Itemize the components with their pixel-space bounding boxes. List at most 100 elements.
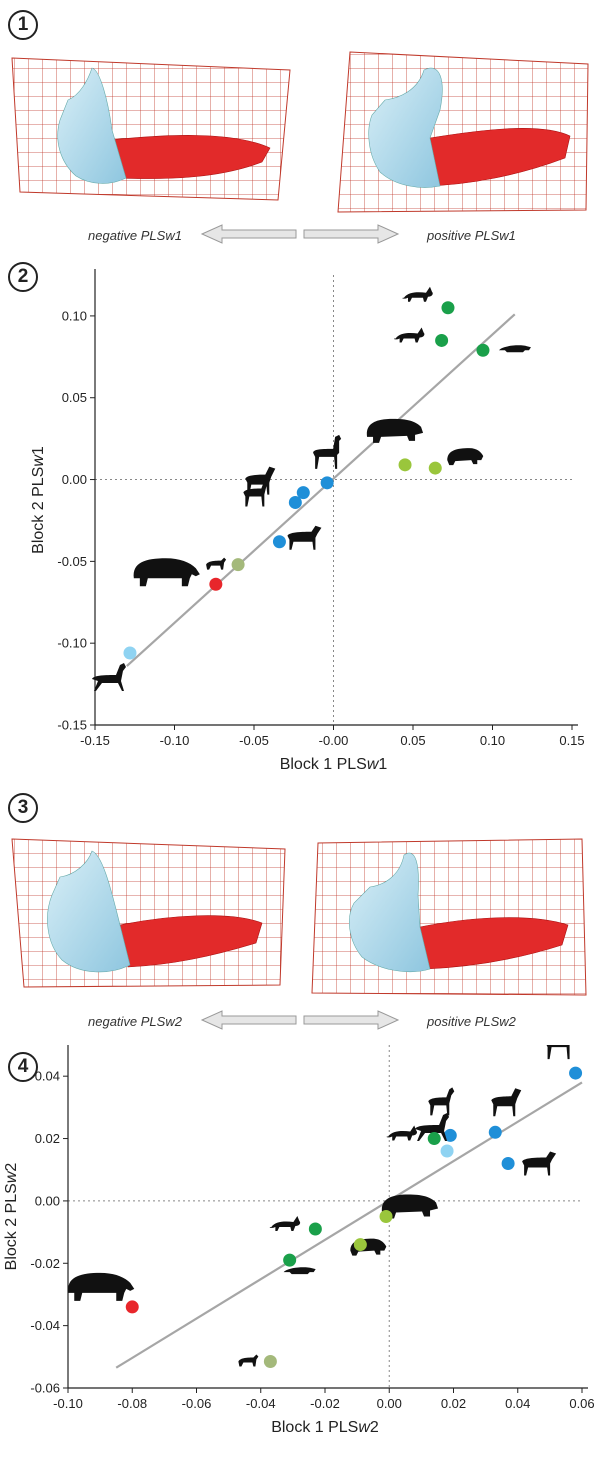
zebra-icon	[522, 1151, 557, 1176]
data-point	[441, 301, 455, 315]
data-point	[428, 461, 442, 475]
panel-number-1: 1	[8, 10, 38, 40]
x-tick-label: -0.00	[319, 733, 349, 748]
mandible-body-negative-2	[119, 915, 263, 968]
x-tick-label: 0.10	[480, 733, 505, 748]
vicuna-icon	[415, 1113, 450, 1142]
weasel-icon	[283, 1267, 316, 1275]
x-axis-label: Block 1 PLSw1	[280, 756, 388, 773]
data-point	[476, 343, 490, 357]
x-tick-label: -0.02	[310, 1396, 340, 1411]
zebra-icon	[287, 525, 322, 550]
x-tick-label: -0.05	[239, 733, 269, 748]
y-tick-label: -0.05	[57, 554, 87, 569]
data-point	[296, 486, 310, 500]
data-point	[443, 1128, 457, 1142]
mouse-deer-icon	[238, 1354, 259, 1367]
x-tick-label: -0.04	[246, 1396, 276, 1411]
data-point	[379, 1210, 393, 1223]
y-tick-label: -0.10	[57, 636, 87, 651]
panel-number-2: 2	[8, 262, 38, 292]
data-point	[440, 1144, 454, 1158]
mandible-body-positive	[424, 128, 571, 187]
y-tick-label: 0.10	[62, 308, 87, 323]
y-tick-label: 0.05	[62, 390, 87, 405]
y-tick-label: 0.00	[62, 472, 87, 487]
y-tick-label: 0.02	[35, 1131, 60, 1146]
y-tick-label: 0.04	[35, 1069, 60, 1084]
data-point	[263, 1354, 277, 1368]
regression-line	[126, 313, 516, 667]
caption-positive-pls2: positive PLSw2	[427, 1014, 516, 1029]
direction-arrows-pls1	[200, 224, 400, 244]
y-axis-label: Block 2 PLSw2	[3, 1163, 20, 1271]
scatter-chart-pls2: -0.10 -0.08 -0.06 -0.04 -0.02 0.00 0.02 0.04 0.0…	[3, 1045, 595, 1436]
mandible-ramus-positive	[368, 67, 443, 188]
x-tick-label: -0.15	[80, 733, 110, 748]
direction-arrows-pls2	[200, 1010, 400, 1030]
weasel-icon	[498, 345, 531, 353]
data-point	[125, 1300, 139, 1314]
horse-icon	[491, 1088, 522, 1117]
x-tick-label: 0.06	[569, 1396, 594, 1411]
data-point	[123, 646, 137, 660]
tapir-icon	[68, 1272, 135, 1301]
mandible-shapes-pls2	[11, 838, 587, 996]
data-point	[427, 1132, 441, 1146]
x-tick-label: -0.10	[53, 1396, 83, 1411]
x-tick-label: 0.04	[505, 1396, 530, 1411]
fox-icon	[402, 286, 433, 302]
hippo-icon	[366, 418, 424, 443]
data-point	[209, 577, 223, 591]
data-point	[488, 1125, 502, 1139]
scatter-chart-pls1: -0.15 -0.10 -0.05 -0.00 0.05 0.10 0.15 -0.15 -0.…	[30, 269, 585, 773]
horse-icon	[245, 466, 276, 495]
caption-negative-pls1: negative PLSw1	[88, 228, 182, 243]
x-tick-label: 0.05	[400, 733, 425, 748]
data-point	[320, 476, 334, 490]
x-tick-label: -0.10	[160, 733, 190, 748]
data-point	[231, 558, 245, 572]
y-tick-label: -0.15	[57, 718, 87, 733]
caption-positive-pls1: positive PLSw1	[427, 228, 516, 243]
deer-icon	[243, 478, 270, 507]
vicuna-icon	[91, 663, 126, 691]
mandible-ramus-positive-2	[349, 852, 431, 972]
hippo-icon	[381, 1194, 439, 1219]
data-point	[435, 333, 449, 347]
data-point	[353, 1238, 367, 1252]
llama-icon	[313, 434, 342, 469]
y-tick-label: 0.00	[35, 1193, 60, 1208]
fox-icon	[393, 327, 425, 343]
mandible-shapes-pls1	[11, 51, 589, 213]
fox-icon	[269, 1215, 301, 1231]
y-axis-label: Block 2 PLSw1	[30, 446, 47, 554]
data-point	[501, 1156, 515, 1170]
caption-negative-pls2: negative PLSw2	[88, 1014, 182, 1029]
data-point	[288, 495, 302, 509]
x-tick-label: 0.15	[559, 733, 584, 748]
llama-icon	[546, 1045, 570, 1060]
y-tick-label: -0.06	[30, 1381, 60, 1396]
panel-number-3: 3	[8, 793, 38, 823]
data-point	[398, 458, 412, 472]
x-tick-label: -0.08	[117, 1396, 147, 1411]
panel-number-4: 4	[8, 1052, 38, 1082]
x-tick-label: -0.06	[182, 1396, 212, 1411]
tapir-icon	[133, 558, 200, 587]
mandible-body-negative	[109, 135, 271, 179]
data-point	[308, 1222, 322, 1236]
y-tick-label: -0.02	[30, 1256, 60, 1271]
mouse-deer-icon	[206, 557, 227, 570]
pygmy-hippo-icon	[447, 448, 484, 466]
mandible-ramus-negative	[57, 67, 127, 184]
fox-icon	[386, 1125, 418, 1141]
x-axis-label: Block 1 PLSw2	[271, 1419, 379, 1436]
data-point	[272, 535, 286, 549]
mandible-ramus-negative-2	[47, 850, 131, 973]
y-tick-label: -0.04	[30, 1318, 60, 1333]
x-tick-label: 0.00	[377, 1396, 402, 1411]
regression-line	[115, 1081, 583, 1369]
x-tick-label: 0.02	[441, 1396, 466, 1411]
data-point	[283, 1253, 297, 1267]
